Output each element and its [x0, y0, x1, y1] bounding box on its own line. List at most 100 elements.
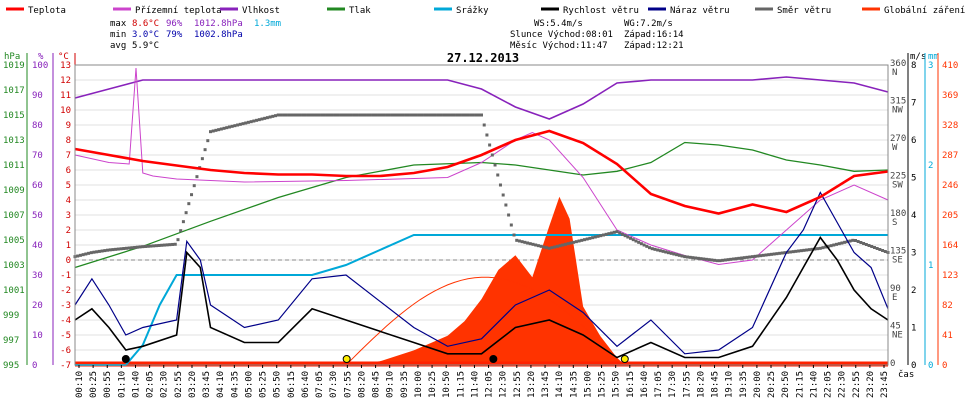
- wind-dir-point: [704, 257, 708, 261]
- unit-degc: °C: [58, 52, 69, 62]
- x-tick-label: 20:00: [753, 371, 763, 398]
- wind-dir-point: [829, 244, 833, 248]
- wind-dir-point: [162, 243, 166, 247]
- tick-label-pct: 10: [32, 331, 43, 341]
- wind-dir-point: [330, 113, 334, 117]
- wind-dir-point: [572, 240, 576, 244]
- tick-label-temp: 2: [66, 226, 71, 236]
- tick-label-dir-deg: 135: [890, 247, 906, 257]
- tick-label-temp: -6: [60, 346, 71, 356]
- tick-label-rad: 369: [942, 91, 958, 101]
- stats-block: max 8.6°C 96% 1012.8hPa 1.3mm min 3.0°C …: [110, 19, 281, 51]
- wind-dir-point: [699, 257, 703, 261]
- series-radiation-clear-sky: [345, 276, 625, 366]
- wind-dir-point: [853, 239, 857, 242]
- wind-dir-point: [488, 143, 492, 147]
- tick-label-dir: W: [892, 143, 898, 153]
- wind-dir-point: [301, 113, 305, 117]
- wind-dir-point: [306, 113, 310, 117]
- wind-dir-point: [480, 113, 483, 117]
- wind-dir-point: [406, 113, 410, 117]
- wind-dir-point: [826, 244, 830, 248]
- wind-dir-point: [867, 244, 871, 247]
- wind-dir-point: [802, 248, 806, 252]
- stat-min-temp: 3.0°C: [132, 30, 159, 40]
- series-wind-speed: [74, 236, 889, 359]
- wind-dir-point: [528, 242, 532, 246]
- wind-dir-point: [298, 113, 302, 117]
- wind-dir-point: [209, 130, 212, 134]
- wind-dir-point: [469, 113, 473, 117]
- tick-label-ms: 4: [911, 211, 916, 221]
- tick-label-pct: 30: [32, 271, 43, 281]
- wind-dir-point: [558, 244, 562, 248]
- wind-dir-point: [517, 239, 521, 243]
- wind-dir-point: [363, 113, 367, 117]
- wind-dir-point: [536, 244, 540, 248]
- wind-dir-point: [474, 113, 478, 117]
- tick-label-hpa: 995: [3, 361, 19, 371]
- x-tick-label: 08:45: [372, 371, 382, 398]
- wind-dir-point: [143, 244, 147, 248]
- wind-dir-point: [233, 124, 237, 128]
- wind-dir-point: [458, 113, 462, 117]
- unit-pct: %: [38, 52, 44, 62]
- chart-title: 27.12.2013: [447, 51, 519, 65]
- wind-dir-point: [737, 256, 741, 260]
- series-humidity: [74, 76, 889, 120]
- wind-dir-point: [881, 249, 885, 252]
- tick-label-hpa: 997: [3, 336, 19, 346]
- wind-dir-point: [596, 234, 600, 238]
- plot-frame: [74, 64, 889, 366]
- wind-dir-point: [816, 247, 820, 251]
- wind-dir-point: [574, 240, 578, 244]
- tick-label-ms: 7: [911, 99, 916, 109]
- wind-dir-point: [523, 240, 527, 244]
- wind-dir-point: [591, 236, 595, 240]
- wind-dir-point: [577, 239, 581, 243]
- wind-dir-point: [664, 250, 668, 254]
- wind-dir-point: [555, 244, 559, 248]
- wind-dir-point: [76, 254, 80, 258]
- legend-entry: Přízemní teplota: [113, 6, 222, 16]
- wind-dir-point: [395, 113, 399, 117]
- tick-label-temp: 9: [66, 121, 71, 131]
- wind-dir-point: [520, 240, 524, 244]
- wind-dir-point: [124, 246, 128, 250]
- tick-label-temp: 0: [66, 256, 71, 266]
- wind-dir-point: [173, 242, 177, 246]
- tick-label-dir: N: [892, 68, 897, 78]
- tick-label-rad: 41: [942, 331, 953, 341]
- x-tick-label: 07:55: [343, 371, 353, 398]
- legend-label: Náraz větru: [670, 6, 730, 16]
- wind-dir-point: [672, 252, 676, 256]
- wind-dir-point: [219, 127, 223, 131]
- wind-dir-point: [870, 245, 874, 248]
- wind-dir-point: [97, 249, 101, 253]
- wind-dir-point: [650, 247, 654, 251]
- wind-dir-point: [152, 244, 156, 248]
- legend-label: Rychlost větru: [563, 6, 639, 16]
- tick-label-dir-deg: 270: [890, 134, 906, 144]
- tick-label-dir-deg: 180: [890, 209, 906, 219]
- wind-dir-point: [742, 256, 746, 260]
- wind-dir-point: [490, 153, 494, 157]
- x-tick-label: 13:20: [527, 371, 537, 398]
- stat-avg-label: avg: [110, 41, 126, 51]
- unit-mm: mm: [928, 52, 939, 62]
- x-tick-label: 22:30: [838, 371, 848, 398]
- wind-dir-point: [358, 113, 362, 117]
- info-moon-set: Západ:12:21: [624, 41, 684, 51]
- wind-dir-point: [442, 113, 446, 117]
- wind-dir-point: [130, 246, 134, 250]
- stat-min-press: 1002.8hPa: [194, 30, 243, 40]
- tick-label-pct: 90: [32, 91, 43, 101]
- wind-dir-point: [843, 240, 847, 244]
- wind-dir-point: [341, 113, 345, 117]
- wind-dir-point: [764, 253, 768, 257]
- wind-dir-point: [414, 113, 418, 117]
- wind-dir-point: [444, 113, 448, 117]
- x-tick-label: 06:15: [287, 371, 297, 398]
- wind-dir-point: [377, 113, 381, 117]
- wind-dir-point: [631, 238, 635, 242]
